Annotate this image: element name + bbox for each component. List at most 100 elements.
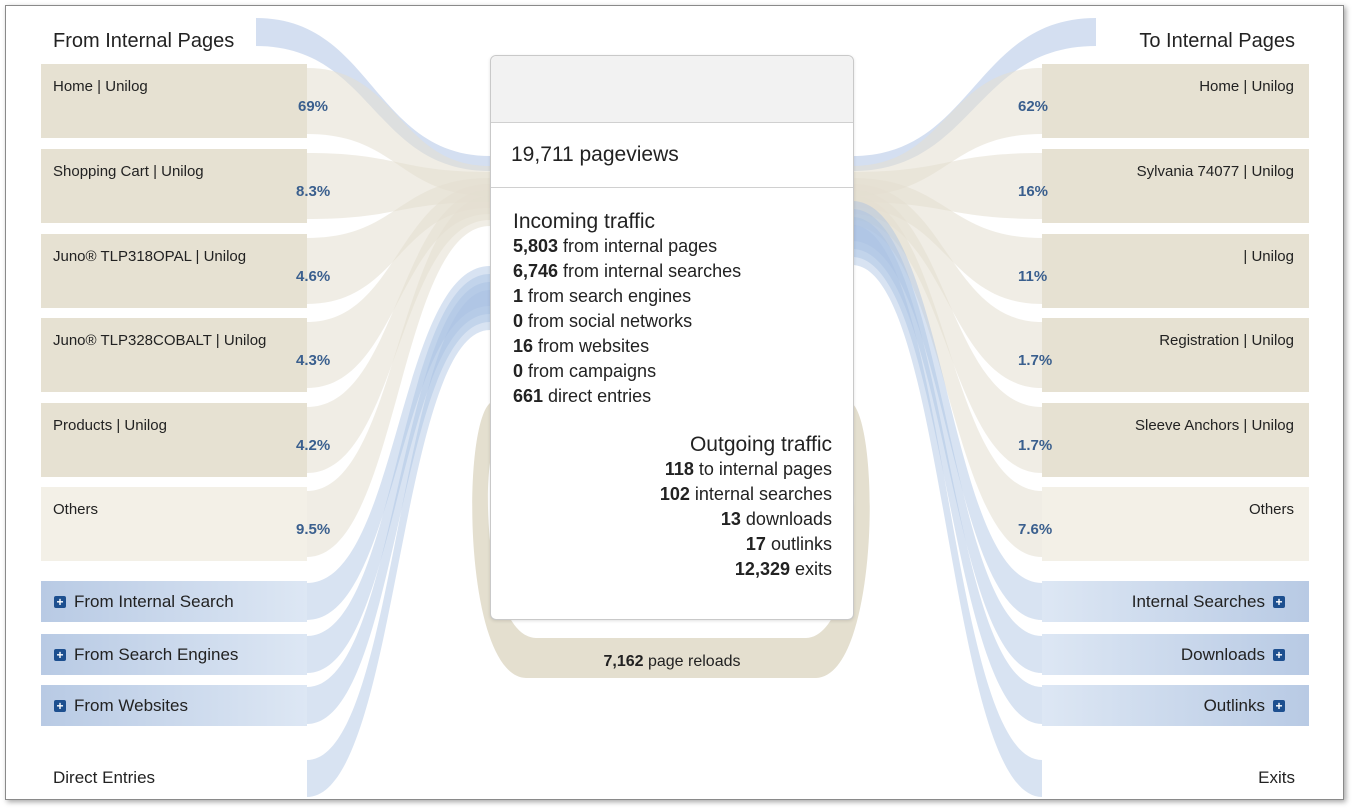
flow-band-left — [307, 282, 490, 724]
expand-plus-icon[interactable]: + — [1273, 648, 1285, 661]
flow-band-right — [852, 184, 1042, 388]
expand-plus-icon[interactable]: + — [54, 595, 66, 608]
from-page-row[interactable]: Juno® TLP328COBALT | Unilog 4.3% — [41, 318, 330, 392]
to-page-label: Home | Unilog — [1199, 78, 1294, 95]
to-page-percent: 62% — [1018, 98, 1049, 115]
outgoing-value: 13 — [720, 509, 741, 529]
from-internal-search-section[interactable]: + From Internal Search — [41, 581, 307, 622]
from-page-percent: 8.3% — [296, 183, 331, 200]
flow-band-right — [852, 68, 1042, 196]
to-page-percent: 7.6% — [1018, 521, 1053, 538]
expand-plus-icon[interactable]: + — [54, 648, 66, 661]
from-page-percent: 69% — [298, 98, 329, 115]
expand-plus-icon[interactable]: + — [1273, 699, 1285, 712]
outgoing-value: 102 — [659, 484, 690, 504]
section-label: Internal Searches — [1131, 591, 1265, 611]
to-page-label: Sylvania 74077 | Unilog — [1136, 163, 1294, 180]
transition-flows — [256, 18, 1096, 797]
to-page-percent: 16% — [1018, 183, 1049, 200]
to-page-label: Registration | Unilog — [1159, 332, 1294, 349]
to-page-row[interactable]: 62% Home | Unilog — [1018, 64, 1309, 138]
flow-band-right — [852, 225, 1042, 797]
outgoing-line: 102 internal searches — [491, 482, 832, 507]
to-page-label: Sleeve Anchors | Unilog — [1135, 417, 1294, 434]
to-page-percent: 1.7% — [1018, 352, 1053, 369]
reloads-text: page reloads — [643, 653, 741, 670]
from-page-row[interactable]: Products | Unilog 4.2% — [41, 403, 330, 477]
from-page-label: Juno® TLP318OPAL | Unilog — [53, 248, 247, 265]
reloads-value: 7,162 — [603, 653, 644, 670]
flow-band-left — [307, 68, 490, 196]
from-page-label: Juno® TLP328COBALT | Unilog — [53, 332, 267, 349]
incoming-line: 5,803 from internal pages — [513, 234, 853, 259]
flow-band-left — [307, 184, 490, 388]
incoming-value: 5,803 — [513, 236, 559, 256]
incoming-text: from social networks — [523, 311, 693, 331]
outgoing-value: 118 — [664, 459, 694, 479]
outgoing-value: 12,329 — [734, 559, 790, 579]
outgoing-line: 13 downloads — [491, 507, 832, 532]
flow-band-left — [307, 266, 490, 620]
from-search-engines-section[interactable]: + From Search Engines — [41, 634, 307, 675]
to-page-percent: 1.7% — [1018, 437, 1053, 454]
to-page-row[interactable]: 1.7% Registration | Unilog — [1018, 318, 1309, 392]
incoming-value: 0 — [513, 361, 524, 381]
outgoing-traffic-section: Outgoing traffic 118 to internal pages 1… — [491, 409, 853, 582]
outgoing-text: to internal pages — [693, 459, 832, 479]
downloads-section[interactable]: Downloads + — [1042, 634, 1309, 675]
expand-plus-icon[interactable]: + — [1273, 595, 1285, 608]
outgoing-traffic-title: Outgoing traffic — [689, 433, 832, 456]
incoming-value: 6,746 — [513, 261, 559, 281]
incoming-text: from campaigns — [523, 361, 657, 381]
transitions-panel: From Internal Pages To Internal Pages Ho… — [5, 5, 1344, 800]
flow-band-right — [852, 217, 1042, 724]
from-others-row[interactable]: Others 9.5% — [41, 487, 330, 561]
pageviews-count: 19,711 pageviews — [491, 123, 853, 188]
internal-searches-section[interactable]: Internal Searches + — [1042, 581, 1309, 622]
outgoing-text: exits — [789, 559, 832, 579]
exits-label: Exits — [1258, 768, 1295, 787]
from-internal-pages-title: From Internal Pages — [53, 30, 235, 52]
to-page-percent: 11% — [1018, 268, 1048, 285]
summary-header — [491, 56, 853, 123]
from-websites-section[interactable]: + From Websites — [41, 685, 307, 726]
to-page-row[interactable]: 11% | Unilog — [1018, 234, 1309, 308]
incoming-text: from internal pages — [558, 236, 718, 256]
flow-band-right — [852, 209, 1042, 673]
outgoing-line: 17 outlinks — [491, 532, 832, 557]
incoming-traffic-title: Incoming traffic — [513, 210, 656, 233]
to-page-label: Others — [1248, 501, 1294, 518]
incoming-text: direct entries — [543, 386, 652, 406]
incoming-value: 0 — [513, 311, 524, 331]
from-page-row[interactable]: Home | Unilog 69% — [41, 64, 328, 138]
flow-band-left — [307, 196, 490, 557]
to-page-row[interactable]: 1.7% Sleeve Anchors | Unilog — [1018, 403, 1309, 477]
page-reload-loop — [472, 401, 870, 678]
incoming-line: 0 from social networks — [513, 309, 853, 334]
outgoing-value: 17 — [745, 534, 766, 554]
incoming-text: from search engines — [523, 286, 692, 306]
incoming-line: 661 direct entries — [513, 384, 853, 409]
outgoing-text: outlinks — [765, 534, 832, 554]
from-page-row[interactable]: Juno® TLP318OPAL | Unilog 4.6% — [41, 234, 330, 308]
incoming-text: from internal searches — [558, 261, 742, 281]
to-page-row[interactable]: 16% Sylvania 74077 | Unilog — [1018, 149, 1309, 223]
flow-band-left — [307, 274, 490, 673]
page-summary-box: 19,711 pageviews Incoming traffic 5,803 … — [490, 55, 854, 620]
from-page-label: Shopping Cart | Unilog — [53, 163, 204, 180]
outgoing-line: 12,329 exits — [491, 557, 832, 582]
incoming-traffic-section: Incoming traffic 5,803 from internal pag… — [491, 188, 853, 409]
incoming-line: 1 from search engines — [513, 284, 853, 309]
outlinks-section[interactable]: Outlinks + — [1042, 685, 1309, 726]
to-others-row[interactable]: 7.6% Others — [1018, 487, 1309, 561]
section-label: From Internal Search — [74, 591, 234, 611]
page-reloads: 7,162 page reloads — [489, 653, 855, 671]
from-page-row[interactable]: Shopping Cart | Unilog 8.3% — [41, 149, 330, 223]
section-label: From Websites — [74, 695, 188, 715]
from-page-percent: 4.3% — [296, 352, 331, 369]
incoming-value: 16 — [513, 336, 534, 356]
direct-entries-label: Direct Entries — [53, 768, 156, 787]
flow-band-right — [852, 201, 1042, 620]
expand-plus-icon[interactable]: + — [54, 699, 66, 712]
incoming-line: 16 from websites — [513, 334, 853, 359]
